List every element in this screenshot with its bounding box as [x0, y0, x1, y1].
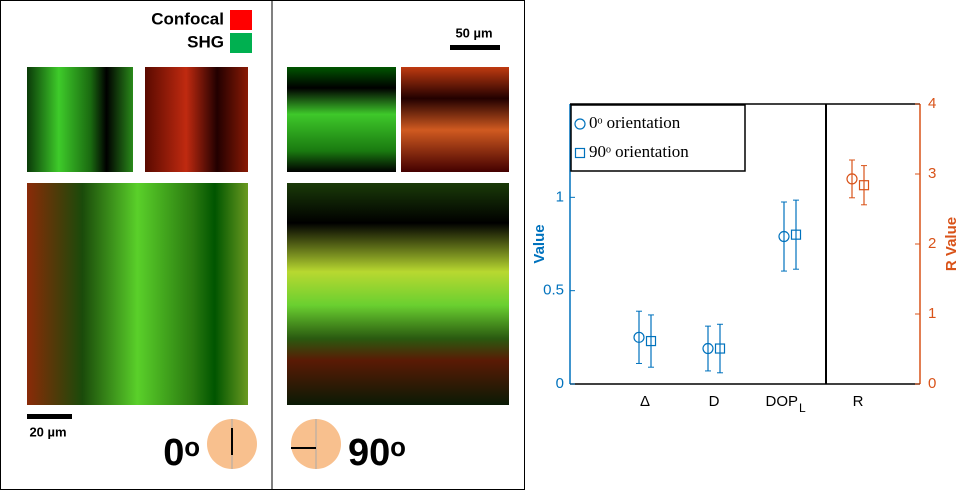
y-tick-label: 1: [556, 188, 564, 205]
marker: [778, 230, 790, 243]
image: [401, 67, 509, 172]
x-tick-subscript: L: [799, 401, 806, 415]
marker: [790, 229, 802, 240]
image: [287, 183, 509, 405]
marker: [645, 335, 657, 347]
legend-label: 0ᵒ orientation: [589, 113, 681, 132]
marker: [702, 342, 714, 355]
orientation-label: 90ᵒ: [348, 432, 406, 474]
y-tick-label: 0.5: [543, 282, 564, 299]
y2-tick-label: 2: [928, 235, 936, 252]
y-tick-label: 0: [556, 375, 564, 392]
marker: [714, 343, 726, 354]
y2-tick-label: 1: [928, 305, 936, 322]
legend-swatch: [230, 33, 252, 53]
y-axis-label: Value: [531, 224, 548, 263]
legend-swatch: [230, 10, 252, 30]
y2-axis-label: R Value: [943, 217, 960, 271]
legend-label: SHG: [187, 32, 224, 51]
x-tick-label: D: [709, 393, 720, 410]
marker: [846, 173, 858, 185]
marker: [574, 118, 586, 130]
x-tick-label: DOP: [765, 393, 798, 410]
legend-label: 90ᵒ orientation: [589, 142, 689, 161]
marker: [574, 147, 586, 159]
image: [287, 67, 396, 172]
x-tick-label: R: [853, 393, 864, 410]
marker: [858, 180, 870, 191]
orientation-label: 0ᵒ: [163, 432, 200, 474]
y2-tick-label: 0: [928, 375, 936, 392]
legend-label: Confocal: [151, 9, 224, 28]
y2-tick-label: 4: [928, 95, 936, 112]
chart: 0 0.5 1 0 1 2 3 4 Value R Value Δ D DOP L R 0ᵒ orientat…: [531, 95, 960, 415]
scale-bar: [27, 414, 72, 419]
scale-label: 20 µm: [29, 424, 66, 439]
legend-box: [570, 104, 746, 172]
y2-tick-label: 3: [928, 165, 936, 182]
scale-label: 50 µm: [455, 25, 492, 40]
x-tick-label: Δ: [640, 393, 650, 410]
marker: [633, 331, 645, 343]
image: [145, 67, 248, 172]
scale-bar: [450, 45, 500, 50]
image: [27, 183, 248, 405]
image: [27, 67, 133, 172]
